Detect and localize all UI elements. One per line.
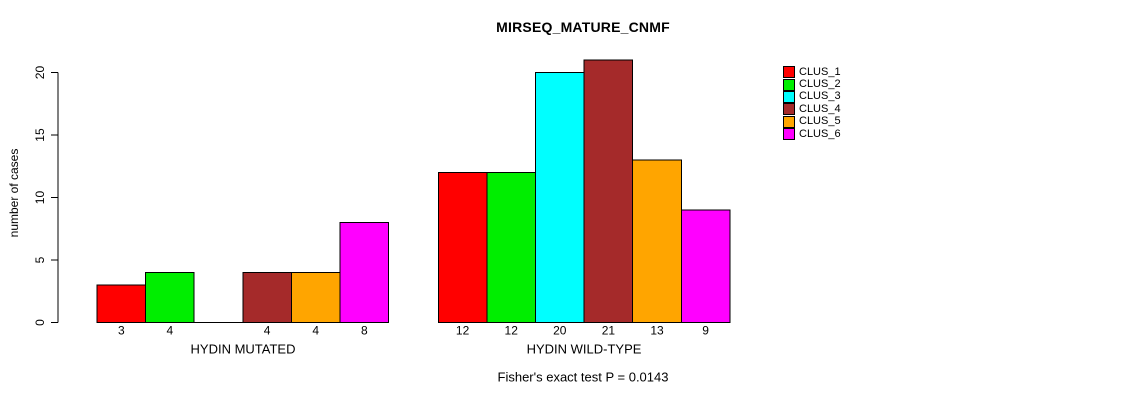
fisher-test-annotation: Fisher's exact test P = 0.0143 <box>497 369 669 385</box>
bar-value-label: 21 <box>602 324 616 338</box>
bar-value-label: 4 <box>167 324 174 338</box>
bar-hydin-mutated-clus-2 <box>145 272 195 323</box>
bar-hydin-mutated-clus-5 <box>290 272 341 323</box>
legend-swatch-clus-1 <box>783 66 795 79</box>
y-axis-tick-label: 0 <box>33 319 47 326</box>
bar-value-label: 20 <box>553 324 567 338</box>
legend-item-clus-2: CLUS_2 <box>783 78 841 91</box>
legend-label-clus-3: CLUS_3 <box>799 90 841 103</box>
legend-item-clus-3: CLUS_3 <box>783 90 841 103</box>
legend-item-clus-1: CLUS_1 <box>783 65 841 79</box>
bar-value-label: 4 <box>312 324 319 338</box>
bar-value-label: 12 <box>505 324 519 338</box>
bar-hydin-wild-type-clus-1 <box>437 172 488 323</box>
bar-value-label: 9 <box>702 324 709 338</box>
legend-swatch-clus-3 <box>783 90 795 103</box>
bar-value-label: 13 <box>650 324 664 338</box>
legend: CLUS_1 CLUS_2 CLUS_3 CLUS_4 CLUS_5 CLUS_6 <box>783 65 841 141</box>
y-axis-tick-label: 10 <box>33 191 47 205</box>
bar-value-label: 3 <box>118 324 125 338</box>
legend-swatch-clus-6 <box>783 128 795 141</box>
legend-item-clus-6: CLUS_6 <box>783 127 841 141</box>
legend-label-clus-2: CLUS_2 <box>799 78 841 91</box>
bar-hydin-wild-type-clus-3 <box>535 72 585 323</box>
bar-hydin-wild-type-clus-4 <box>583 59 634 323</box>
chart-title: MIRSEQ_MATURE_CNMF <box>496 19 670 35</box>
bar-value-label: 12 <box>456 324 470 338</box>
bar-hydin-wild-type-clus-6 <box>680 209 731 323</box>
legend-item-clus-5: CLUS_5 <box>783 115 841 128</box>
group-label-hydin-wild-type: HYDIN WILD-TYPE <box>526 341 642 357</box>
bar-hydin-wild-type-clus-5 <box>632 159 682 323</box>
bar-hydin-mutated-clus-1 <box>96 284 147 323</box>
legend-label-clus-4: CLUS_4 <box>799 102 841 115</box>
legend-label-clus-5: CLUS_5 <box>799 115 841 128</box>
bar-hydin-mutated-clus-6 <box>339 222 390 323</box>
bar-hydin-wild-type-clus-2 <box>486 172 536 323</box>
legend-label-clus-1: CLUS_1 <box>799 65 841 78</box>
legend-label-clus-6: CLUS_6 <box>799 127 841 140</box>
y-axis-tick-label: 20 <box>33 66 47 80</box>
y-axis-tick-label: 15 <box>33 128 47 142</box>
bar-value-label: 4 <box>264 324 271 338</box>
legend-item-clus-4: CLUS_4 <box>783 102 841 116</box>
y-axis-tick-label: 5 <box>33 256 47 263</box>
legend-swatch-clus-5 <box>783 115 795 128</box>
legend-swatch-clus-4 <box>783 103 795 116</box>
group-label-hydin-mutated: HYDIN MUTATED <box>190 341 296 357</box>
legend-swatch-clus-2 <box>783 78 795 91</box>
bar-value-label: 8 <box>361 324 368 338</box>
bar-hydin-mutated-clus-4 <box>242 272 292 323</box>
